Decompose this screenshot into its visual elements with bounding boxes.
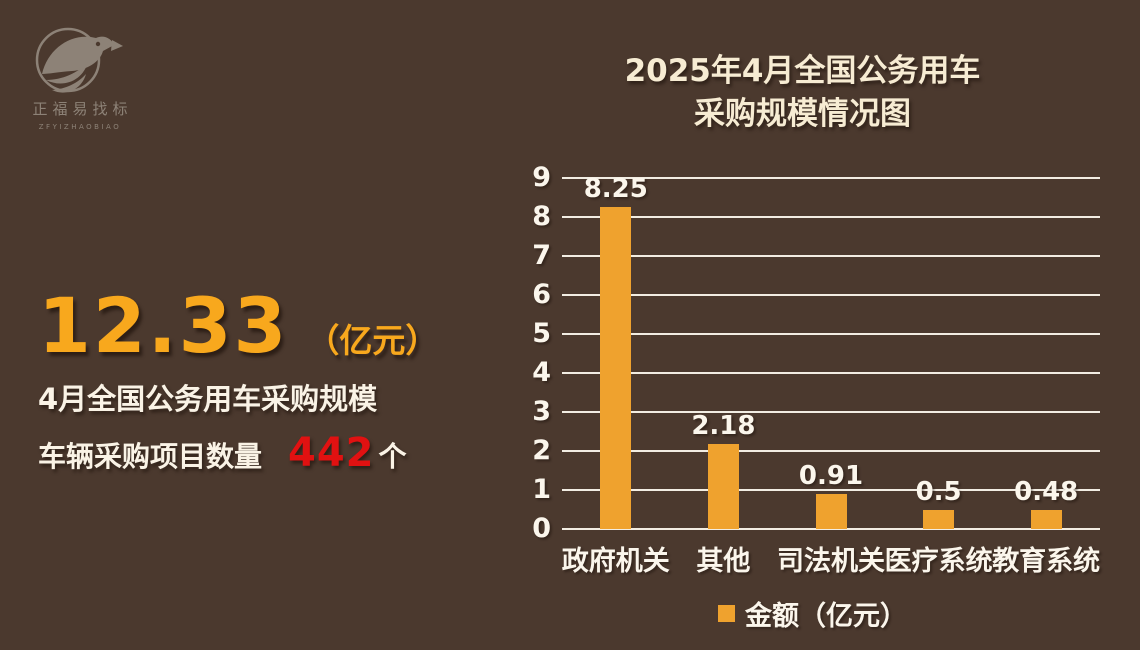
phoenix-logo-icon (35, 27, 123, 93)
gridline-1 (562, 489, 1100, 491)
y-axis-label-1: 1 (532, 474, 551, 505)
total-amount: 12.33 （亿元） (38, 288, 438, 364)
gridline-9 (562, 177, 1100, 179)
y-axis-label-4: 4 (532, 357, 551, 388)
bar-value-其他: 2.18 (691, 410, 756, 441)
y-axis-label-8: 8 (532, 201, 551, 232)
x-axis-label-司法机关: 司法机关 (777, 546, 885, 577)
y-axis-label-3: 3 (532, 396, 551, 427)
gridline-4 (562, 372, 1100, 374)
bar-司法机关 (815, 493, 847, 529)
y-axis-label-9: 9 (532, 162, 551, 193)
x-axis-label-政府机关: 政府机关 (561, 546, 670, 577)
y-axis-label-0: 0 (532, 513, 551, 544)
chart-title: 2025年4月全国公务用车 采购规模情况图 (505, 50, 1100, 136)
chart-title-line2: 采购规模情况图 (694, 96, 911, 132)
bar-其他 (707, 443, 739, 529)
gridline-3 (562, 411, 1100, 413)
y-axis-label-6: 6 (532, 279, 551, 310)
logo-name-en: ZFYIZHAOBIAO (38, 123, 122, 131)
gridline-5 (562, 333, 1100, 335)
x-axis-label-医疗系统: 医疗系统 (884, 546, 993, 577)
bar-value-司法机关: 0.91 (798, 460, 864, 491)
y-axis-label-7: 7 (532, 240, 551, 271)
y-axis-label-5: 5 (532, 318, 551, 349)
y-axis-label-2: 2 (532, 435, 551, 466)
x-axis-label-教育系统: 教育系统 (992, 546, 1101, 577)
project-count-row: 车辆采购项目数量 442 个 (38, 430, 407, 476)
gridline-0 (562, 528, 1100, 530)
total-amount-value: 12.33 (38, 281, 289, 370)
project-count-value: 442 (288, 430, 375, 476)
bar-政府机关 (600, 207, 632, 529)
gridline-8 (562, 216, 1100, 218)
project-count-suffix: 个 (378, 440, 407, 473)
legend-label: 金额（亿元） (745, 601, 907, 632)
gridline-6 (562, 294, 1100, 296)
logo-name-cn: 正福易找标 (32, 100, 133, 118)
chart-legend: 金额（亿元） (520, 594, 1105, 633)
logo: 正福易找标 ZFYIZHAOBIAO (20, 18, 140, 131)
x-axis-label-其他: 其他 (696, 546, 751, 577)
total-amount-caption: 4月全国公务用车采购规模 (38, 382, 378, 416)
total-amount-unit: （亿元） (306, 321, 439, 360)
gridline-2 (562, 450, 1100, 452)
project-count-label: 车辆采购项目数量 (38, 440, 263, 473)
bar-医疗系统 (923, 509, 955, 529)
gridline-7 (562, 255, 1100, 257)
bar-教育系统 (1030, 510, 1062, 529)
chart-title-line1: 2025年4月全国公务用车 (624, 53, 981, 89)
bar-value-医疗系统: 0.5 (915, 476, 962, 507)
bar-value-教育系统: 0.48 (1014, 477, 1079, 508)
legend-swatch (718, 605, 735, 622)
bar-value-政府机关: 8.25 (583, 174, 648, 205)
